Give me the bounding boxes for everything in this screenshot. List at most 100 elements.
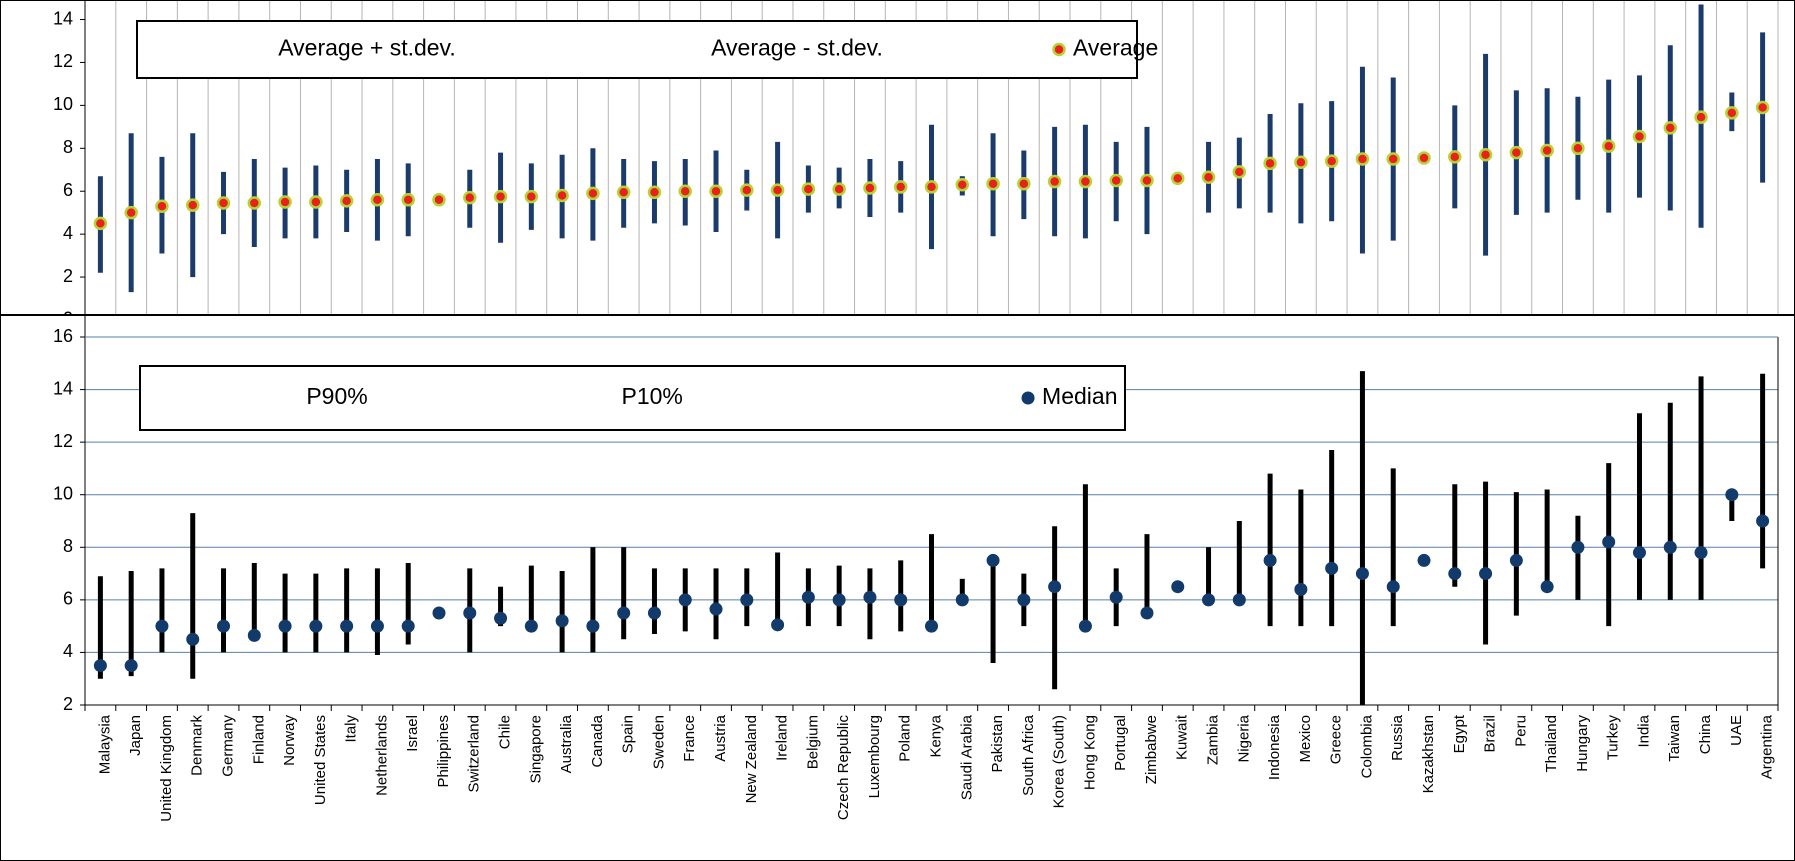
legend-label: P10%: [622, 383, 683, 409]
legend-marker: [1021, 391, 1035, 405]
marker: [955, 178, 970, 192]
marker: [432, 606, 446, 620]
marker: [155, 619, 169, 633]
x-tick-label: Philippines: [435, 715, 452, 788]
marker: [770, 183, 785, 197]
marker: [278, 195, 292, 209]
x-tick-label: Russia: [1389, 714, 1406, 761]
x-tick-label: Switzerland: [466, 715, 483, 793]
marker: [1540, 580, 1554, 594]
marker: [186, 632, 200, 646]
marker: [216, 196, 231, 210]
marker: [771, 618, 785, 632]
x-tick-label: Brazil: [1482, 715, 1499, 753]
x-tick-label: Netherlands: [373, 715, 390, 796]
marker: [863, 590, 877, 604]
marker: [1325, 561, 1339, 575]
y-tick-label: 10: [53, 94, 73, 114]
legend-label: Median: [1042, 383, 1117, 409]
y-tick-label: 12: [53, 431, 73, 451]
marker: [1386, 580, 1400, 594]
marker: [1294, 155, 1308, 169]
marker: [1263, 553, 1277, 567]
marker: [986, 553, 1000, 567]
x-tick-label: China: [1697, 714, 1714, 754]
y-tick-label: 8: [63, 137, 73, 157]
x-tick-label: Norway: [281, 715, 298, 766]
marker: [401, 193, 415, 207]
marker: [894, 593, 908, 607]
x-tick-label: United States: [312, 715, 329, 805]
legend-marker: [1052, 42, 1066, 57]
x-tick-label: Italy: [343, 715, 360, 743]
marker: [1540, 143, 1554, 158]
x-tick-label: Israel: [404, 715, 421, 752]
marker: [1479, 567, 1493, 581]
x-tick-label: Pakistan: [989, 715, 1006, 773]
x-tick-label: Singapore: [527, 715, 544, 783]
x-tick-label: Malaysia: [96, 714, 113, 774]
marker: [986, 176, 1000, 191]
marker: [709, 184, 723, 198]
x-tick-label: France: [681, 715, 698, 762]
marker: [1448, 150, 1462, 164]
x-tick-label: UAE: [1728, 715, 1745, 746]
marker: [1694, 110, 1708, 124]
marker: [647, 606, 661, 620]
marker: [1232, 165, 1247, 179]
legend-label: P90%: [306, 383, 367, 409]
marker: [185, 198, 200, 212]
x-tick-label: South Africa: [1020, 714, 1037, 796]
marker: [1448, 567, 1462, 581]
x-tick-label: Korea (South): [1051, 715, 1068, 808]
x-tick-label: Kazakhstan: [1420, 715, 1437, 793]
marker: [217, 619, 231, 633]
marker: [1078, 619, 1092, 633]
x-tick-label: Canada: [589, 714, 606, 767]
marker: [555, 614, 569, 628]
y-tick-label: 8: [63, 536, 73, 556]
marker: [124, 205, 138, 220]
marker: [1294, 582, 1308, 596]
marker: [1725, 488, 1739, 502]
x-tick-label: United Kingdom: [158, 715, 175, 822]
marker: [1017, 176, 1031, 191]
marker: [247, 196, 262, 210]
marker: [1017, 593, 1031, 607]
x-tick-label: Zambia: [1205, 714, 1222, 765]
x-tick-label: India: [1635, 714, 1652, 747]
marker: [740, 593, 754, 607]
marker: [93, 659, 107, 673]
x-tick-label: Egypt: [1451, 714, 1468, 753]
marker: [1171, 580, 1185, 594]
marker: [124, 659, 138, 673]
x-tick-label: Saudi Arabia: [958, 714, 975, 800]
marker: [678, 184, 692, 198]
marker: [1632, 129, 1647, 144]
marker: [1725, 106, 1739, 120]
marker: [555, 188, 569, 203]
y-tick-label: 12: [53, 51, 73, 71]
marker: [1232, 593, 1246, 607]
marker: [1201, 170, 1216, 185]
y-tick-label: 4: [63, 641, 73, 661]
y-tick-label: 6: [63, 180, 73, 200]
marker: [1602, 535, 1616, 549]
marker: [1694, 546, 1708, 560]
marker: [1324, 154, 1339, 168]
x-tick-label: Germany: [219, 715, 236, 777]
x-tick-label: Mexico: [1297, 715, 1314, 763]
marker: [463, 190, 477, 205]
marker: [586, 619, 600, 633]
marker: [1202, 593, 1216, 607]
x-tick-label: Hungary: [1574, 715, 1591, 772]
marker: [1417, 151, 1431, 165]
marker: [1509, 145, 1524, 160]
x-tick-label: Colombia: [1358, 714, 1375, 778]
x-tick-label: Poland: [897, 715, 914, 762]
marker: [893, 180, 908, 194]
x-tick-label: Kuwait: [1174, 714, 1191, 760]
x-tick-label: Greece: [1328, 715, 1345, 764]
